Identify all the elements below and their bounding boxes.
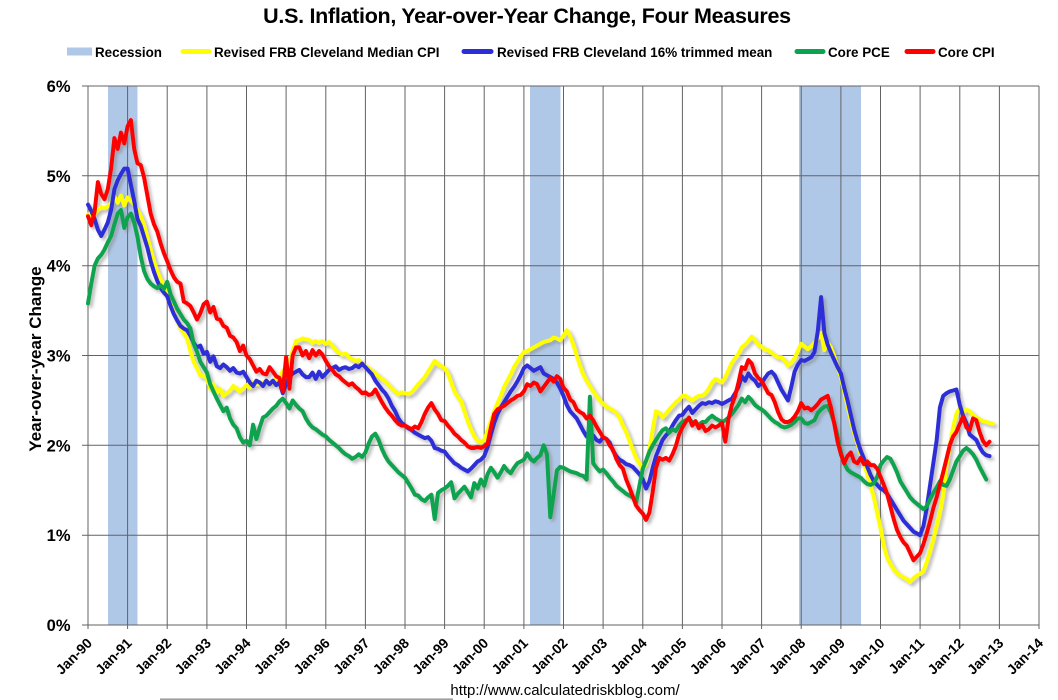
svg-text:Recession: Recession — [95, 45, 162, 60]
svg-text:6%: 6% — [47, 78, 71, 96]
svg-text:5%: 5% — [47, 168, 71, 186]
svg-text:1%: 1% — [47, 527, 71, 545]
svg-text:http://www.calculatedriskblog.: http://www.calculatedriskblog.com/ — [450, 682, 680, 699]
svg-text:Core PCE: Core PCE — [828, 45, 890, 60]
svg-text:Revised FRB Cleveland 16% trim: Revised FRB Cleveland 16% trimmed mean — [497, 45, 772, 60]
svg-text:Core CPI: Core CPI — [938, 45, 995, 60]
svg-text:3%: 3% — [47, 348, 71, 366]
svg-text:Revised FRB Cleveland Median C: Revised FRB Cleveland Median CPI — [214, 45, 439, 60]
svg-text:2%: 2% — [47, 437, 71, 455]
svg-text:U.S. Inflation, Year-over-Year: U.S. Inflation, Year-over-Year Change, F… — [263, 4, 791, 28]
svg-text:4%: 4% — [47, 258, 71, 276]
svg-text:Year-over-year Change: Year-over-year Change — [26, 266, 45, 451]
svg-text:0%: 0% — [47, 617, 71, 635]
